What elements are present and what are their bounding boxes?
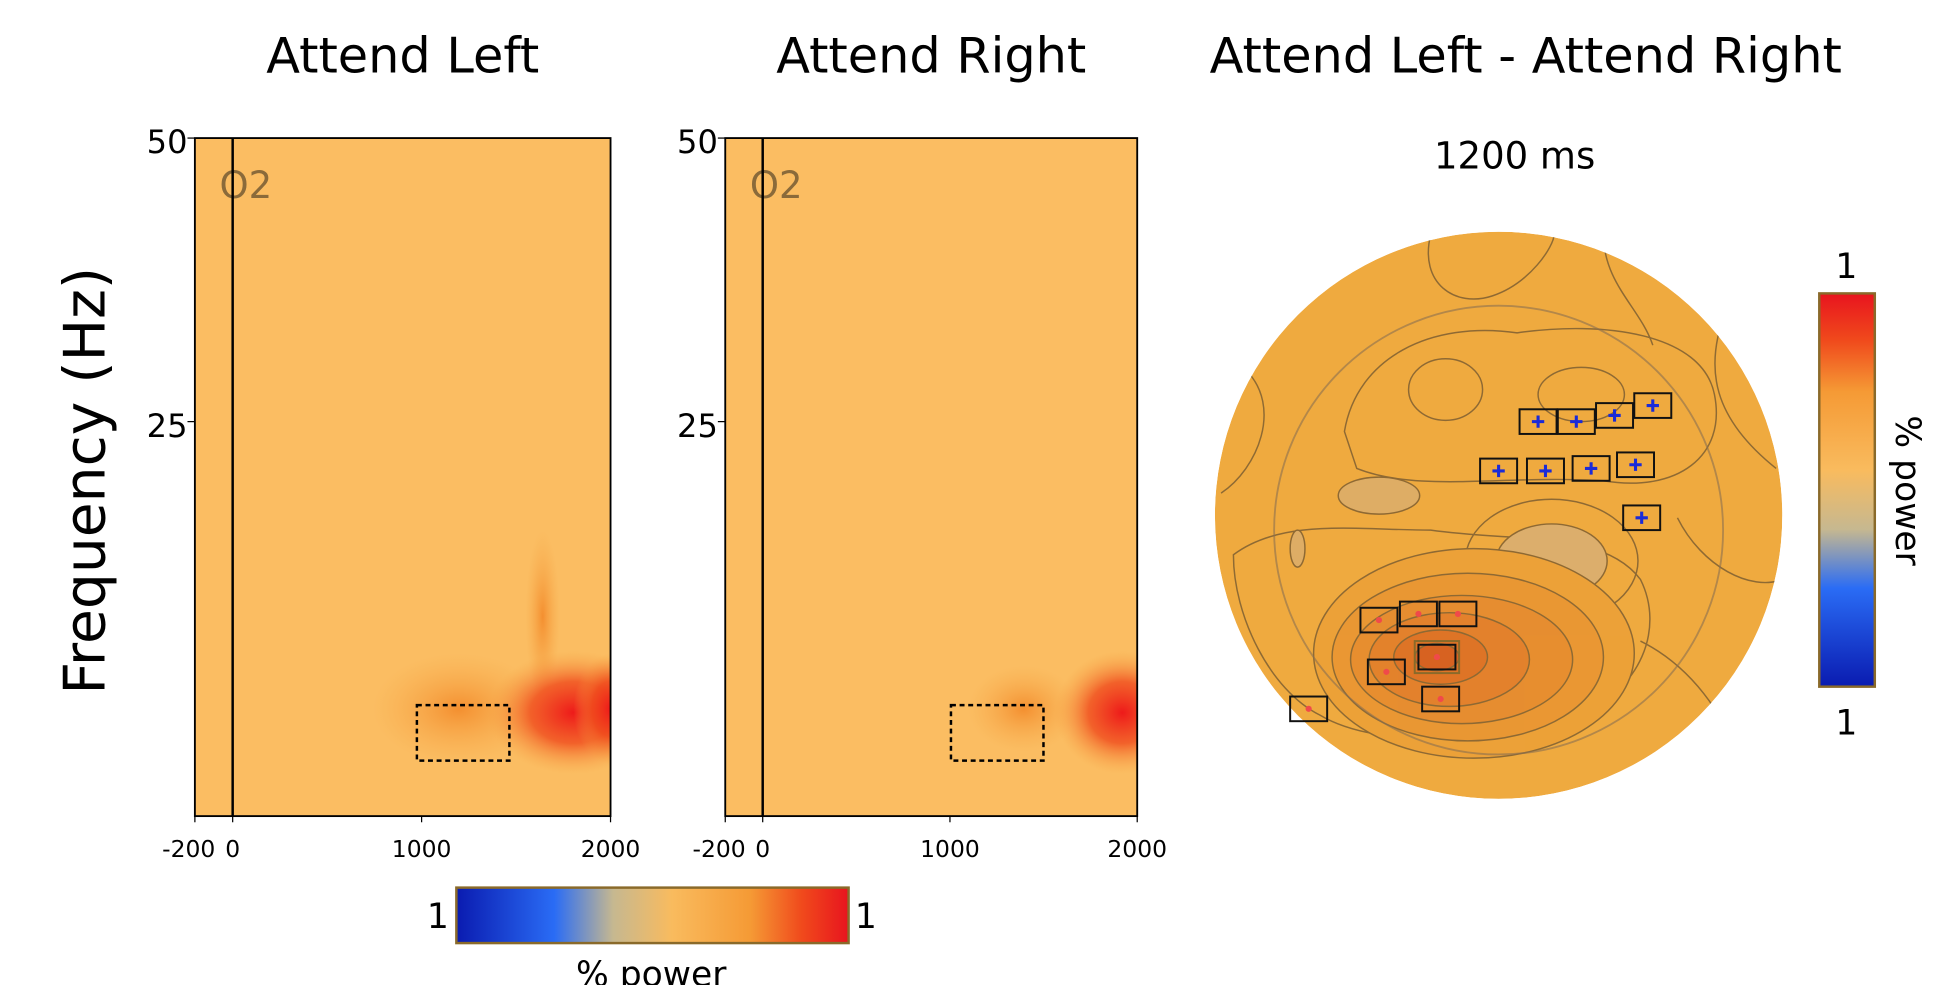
ellipse — [1055, 651, 1191, 774]
electrode-marker — [1376, 617, 1382, 623]
electrode-marker — [1383, 669, 1389, 675]
colorbar-max-label: 1 — [1835, 247, 1857, 287]
figure: Frequency (Hz) 1 1 % power 1 1 % power A… — [0, 0, 1934, 985]
colorbar-min-label: 1 — [427, 897, 449, 937]
ellipse — [1290, 530, 1305, 567]
y-tick-label: 25 — [147, 407, 188, 445]
heatmap — [725, 138, 1190, 816]
electrode-marker — [1434, 654, 1440, 660]
x-tick-label: 1000 — [392, 835, 452, 863]
rect — [456, 888, 848, 943]
x-tick-label: 1000 — [920, 835, 980, 863]
colorbar-max-label: 1 — [855, 897, 877, 937]
y-tick-label: 50 — [147, 123, 188, 161]
y-tick-label: 25 — [677, 407, 718, 445]
ellipse — [487, 651, 660, 774]
x-tick-label: -200 — [693, 835, 746, 863]
topomap — [1215, 232, 1782, 799]
heatmap — [195, 138, 660, 816]
topomap-time: 1200 ms — [1434, 134, 1595, 177]
ellipse — [1338, 477, 1419, 514]
x-tick-label: 2000 — [581, 835, 641, 863]
electrode-marker — [1438, 696, 1444, 702]
channel-label: O2 — [750, 164, 803, 207]
x-tick-label: 0 — [755, 835, 770, 863]
y-tick-label: 50 — [677, 123, 718, 161]
colorbar-label: % power — [576, 955, 727, 985]
x-tick-label: 2000 — [1107, 835, 1167, 863]
panel-title: Attend Right — [776, 27, 1086, 85]
colorbar-label: % power — [1887, 415, 1927, 566]
channel-label: O2 — [220, 164, 273, 207]
x-tick-label: 0 — [225, 835, 240, 863]
y-axis-label: Frequency (Hz) — [52, 267, 118, 695]
electrode-marker — [1306, 706, 1312, 712]
rect — [1819, 293, 1875, 686]
topomap-title: Attend Left - Attend Right — [1210, 27, 1842, 85]
electrode-marker — [1455, 611, 1461, 617]
panel-title: Attend Left — [266, 27, 539, 85]
x-tick-label: -200 — [162, 835, 215, 863]
colorbar-min-label: 1 — [1835, 703, 1857, 743]
electrode-marker — [1415, 611, 1421, 617]
